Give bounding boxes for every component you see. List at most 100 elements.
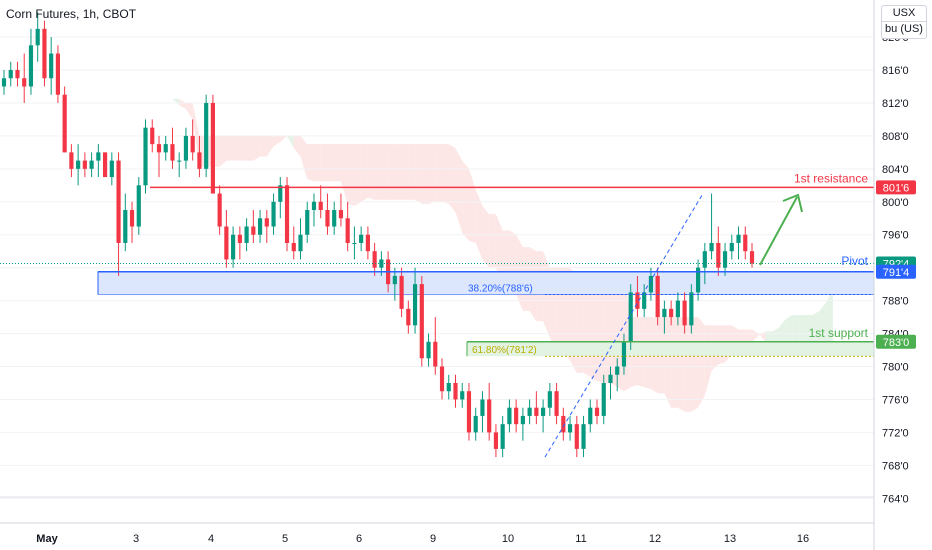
currency-unit-selector[interactable]: USX bu (US) [881,5,927,39]
price-label-resistance [876,180,916,195]
candle-body [163,144,168,153]
cloud-segment [374,144,382,200]
cloud-segment [185,102,193,120]
price-label-pivot [876,264,916,279]
cloud-segment [132,57,139,62]
support-label: 1st support [809,326,869,340]
candle-body [662,308,667,318]
candle-body [352,242,357,244]
cloud-segment [805,315,813,346]
candle-body [96,152,101,161]
cloud-segment [812,310,820,346]
cloud-segment [145,90,153,99]
price-label-resistance-text: 801'6 [883,182,910,194]
candle-body [473,415,478,433]
cloud-segment [691,317,699,412]
cloud-segment [745,329,752,344]
y-tick-label: 768'0 [882,460,909,472]
candle-body [264,218,269,227]
candle-body [156,144,162,153]
price-label-support [876,334,916,349]
cloud-segment [313,144,321,182]
cloud-segment [340,144,348,204]
candle-body [696,267,701,293]
price-label-pivot-text: 791'4 [883,267,910,279]
candle-body [500,424,505,449]
candle-body [372,251,377,268]
candle-body [28,45,34,87]
cloud-segment [826,290,833,342]
cloud-segment [105,65,112,79]
fib-trend-line [544,193,704,458]
x-tick-label: 13 [724,533,736,545]
candle-body [204,102,209,169]
candle-body [102,152,108,178]
candle-body [541,407,546,416]
candle-body [702,251,707,268]
bullish-arrow-icon [759,196,798,266]
cloud-segment [172,98,180,106]
candle-body [655,275,660,318]
candle-body [648,275,654,293]
candle-body [561,415,566,433]
candle-body [55,53,60,95]
candle-body [534,407,539,416]
resistance-label: 1st resistance [794,171,868,185]
x-tick-label: 5 [282,533,288,545]
candle-body [49,53,54,79]
x-tick-label: 6 [356,533,362,545]
cloud-segment [698,317,705,408]
candle-body [621,341,627,367]
candle-body [628,292,633,342]
candle-body [150,127,155,145]
candle-body [743,234,748,252]
candle-body [129,210,135,227]
candle-body [177,160,182,162]
candle-body [278,185,283,202]
candle-body [190,135,195,153]
candle-body [217,193,222,227]
candle-body [42,28,47,79]
candle-body [669,308,674,318]
candle-body [749,251,755,264]
candle-body [76,160,81,169]
candle-body [116,160,121,243]
x-tick-label: May [36,533,58,545]
cloud-segment [752,329,759,342]
candle-body [170,144,175,161]
cloud-segment [300,135,308,180]
cloud-segment [495,214,503,289]
candle-body [359,234,364,243]
pivot-label: Pivot [841,254,868,268]
cloud-segment [280,135,288,143]
candle-body [722,251,728,268]
cloud-segment [320,144,328,182]
cloud-segment [266,135,274,157]
y-tick-label: 780'0 [882,362,909,374]
candle-body [466,391,472,433]
cloud-segment [799,315,806,346]
x-tick-label: 3 [133,533,139,545]
cloud-segment [354,144,362,206]
cloud-segment [253,135,261,161]
candle-body [493,432,499,449]
candle-body [82,160,87,169]
cloud-segment [239,135,247,161]
cloud-segment [219,135,227,167]
price-unit: bu (US) [882,21,926,37]
candle-body [251,226,256,235]
y-tick-label: 764'0 [882,493,909,505]
candle-body [237,234,242,243]
cloud-segment [671,317,678,408]
cloud-segment [226,135,234,161]
candle-body [109,160,114,178]
x-tick-label: 10 [502,533,514,545]
candle-body [547,391,552,408]
cloud-segment [792,315,800,346]
cloud-segment [428,144,436,204]
cloud-segment [435,144,443,202]
candle-body [426,341,431,359]
candle-body [345,218,350,243]
cloud-segment [610,275,618,388]
